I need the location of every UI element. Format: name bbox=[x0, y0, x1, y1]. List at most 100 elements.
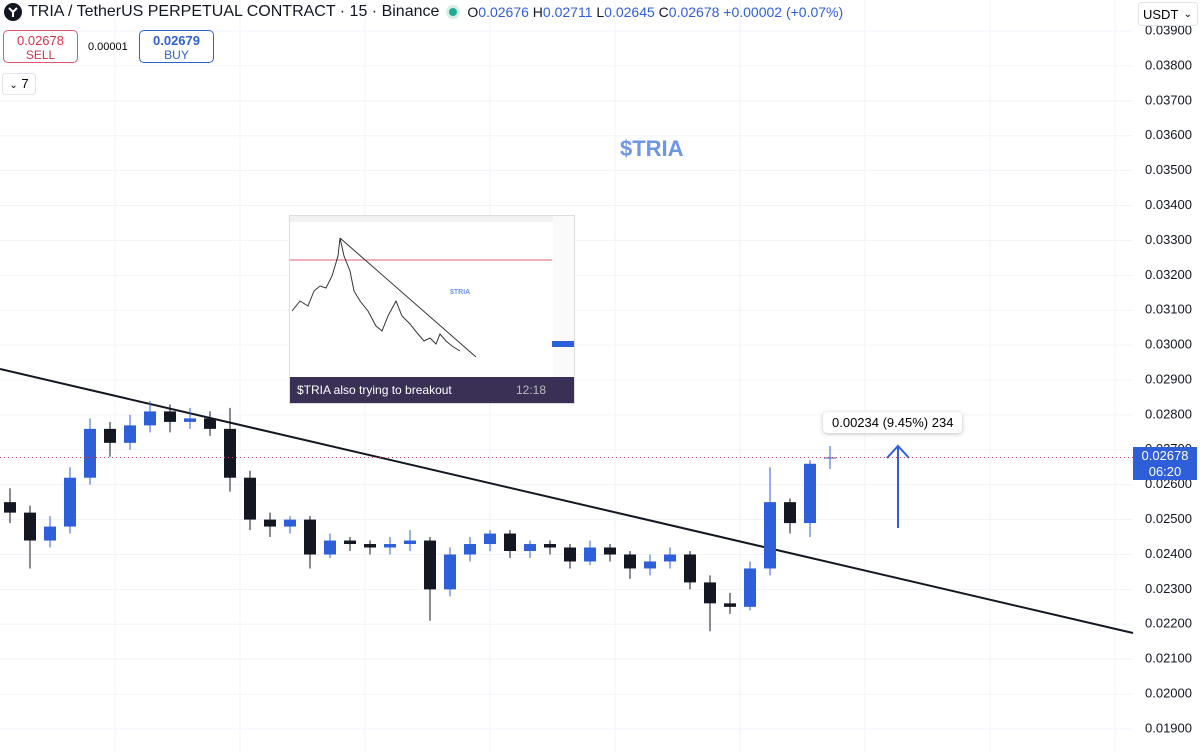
candle-body bbox=[324, 540, 336, 555]
candle-body bbox=[604, 547, 616, 555]
candle-body bbox=[104, 428, 116, 443]
o-value: 0.02676 bbox=[478, 4, 529, 20]
candle-body bbox=[64, 477, 76, 527]
y-tick-label: 0.03100 bbox=[1145, 302, 1192, 317]
y-tick-label: 0.03700 bbox=[1145, 92, 1192, 107]
candle-body bbox=[424, 540, 436, 590]
candle-body bbox=[184, 418, 196, 422]
last-price: 0.02678 bbox=[1141, 448, 1189, 463]
candle-body bbox=[684, 554, 696, 583]
symbol: TRIA / TetherUS PERPETUAL CONTRACT · 15 … bbox=[28, 3, 440, 20]
logo bbox=[4, 3, 22, 21]
y-tick-label: 0.03900 bbox=[1145, 22, 1192, 37]
sell-button[interactable]: 0.02678 SELL bbox=[3, 30, 78, 63]
y-tick-label: 0.02800 bbox=[1145, 406, 1192, 421]
measure-label: 0.00234 (9.45%) 234 bbox=[823, 412, 963, 433]
candle-body bbox=[244, 477, 256, 520]
y-tick-label: 0.03400 bbox=[1145, 197, 1192, 212]
y-tick-label: 0.03600 bbox=[1145, 127, 1192, 142]
price-label: 0.02678 06:20 bbox=[1133, 447, 1197, 480]
buy-price: 0.02679 bbox=[153, 33, 200, 48]
currency-select[interactable]: USDT ⌄ bbox=[1138, 2, 1198, 26]
candle-body bbox=[724, 603, 736, 607]
candle-body bbox=[744, 568, 756, 607]
y-tick-label: 0.03000 bbox=[1145, 337, 1192, 352]
candle-body bbox=[784, 502, 796, 524]
countdown: 06:20 bbox=[1148, 464, 1182, 479]
y-tick-label: 0.02500 bbox=[1145, 511, 1192, 526]
candle-body bbox=[24, 512, 36, 541]
measure-arrowhead bbox=[886, 444, 910, 459]
y-tick-label: 0.02100 bbox=[1145, 651, 1192, 666]
y-tick-label: 0.03500 bbox=[1145, 162, 1192, 177]
c-label: C bbox=[658, 4, 669, 20]
h-value: 0.02711 bbox=[542, 4, 593, 20]
status-dot bbox=[446, 5, 461, 19]
trendline bbox=[0, 368, 1134, 634]
indicators-toggle[interactable]: ⌄ 7 bbox=[2, 73, 36, 95]
y-tick-label: 0.03200 bbox=[1145, 267, 1192, 282]
buy-button[interactable]: 0.02679 BUY bbox=[139, 30, 214, 63]
inset-time: 12:18 bbox=[515, 383, 546, 397]
candle-body bbox=[444, 554, 456, 590]
candle-body bbox=[564, 547, 576, 562]
currency: USDT bbox=[1143, 7, 1179, 22]
spread: 0.00001 bbox=[88, 41, 128, 53]
candle-body bbox=[824, 457, 836, 459]
y-tick-label: 0.03300 bbox=[1145, 232, 1192, 247]
candle-body bbox=[644, 561, 656, 569]
candle-body bbox=[624, 554, 636, 569]
candle-body bbox=[264, 519, 276, 527]
candle-body bbox=[384, 544, 396, 548]
y-tick-label: 0.02000 bbox=[1145, 686, 1192, 701]
h-label: H bbox=[532, 4, 543, 20]
candle-body bbox=[464, 544, 476, 555]
candle-body bbox=[584, 547, 596, 562]
change: +0.00002 (+0.07%) bbox=[723, 4, 844, 20]
candle-body bbox=[484, 533, 496, 545]
candle-body bbox=[284, 519, 296, 527]
buy-label: BUY bbox=[164, 48, 189, 62]
header: TRIA / TetherUS PERPETUAL CONTRACT · 15 … bbox=[4, 3, 843, 21]
indicator-count: 7 bbox=[21, 76, 29, 91]
o-label: O bbox=[467, 4, 479, 20]
c-value: 0.02678 bbox=[668, 4, 720, 20]
candle-body bbox=[304, 519, 316, 555]
candle-body bbox=[224, 428, 236, 478]
inset-caption: $TRIA also trying to breakout bbox=[297, 383, 452, 397]
sell-label: SELL bbox=[25, 48, 56, 62]
candle-body bbox=[124, 425, 136, 443]
candle-body bbox=[4, 502, 16, 513]
candle-body bbox=[364, 544, 376, 548]
candle-body bbox=[44, 526, 56, 541]
candle-body bbox=[704, 582, 716, 604]
y-tick-label: 0.02400 bbox=[1145, 546, 1192, 561]
inset-chart bbox=[290, 216, 574, 379]
candle-body bbox=[404, 540, 416, 545]
candle-body bbox=[344, 540, 356, 545]
y-tick-label: 0.01900 bbox=[1145, 720, 1192, 735]
y-tick-label: 0.02300 bbox=[1145, 581, 1192, 596]
candle-body bbox=[764, 502, 776, 569]
sell-price: 0.02678 bbox=[17, 33, 64, 48]
candle-body bbox=[84, 428, 96, 478]
candle-body bbox=[664, 554, 676, 562]
ohlc: O0.02676 H0.02711 L0.02645 C0.02678 +0.0… bbox=[467, 4, 843, 20]
y-tick-label: 0.02200 bbox=[1145, 616, 1192, 631]
l-label: L bbox=[596, 4, 605, 20]
candle-body bbox=[804, 463, 816, 524]
y-tick-label: 0.03800 bbox=[1145, 57, 1192, 72]
chart-annotation: $TRIA bbox=[620, 136, 684, 161]
candle-body bbox=[164, 411, 176, 422]
candle-body bbox=[524, 544, 536, 552]
inset-title: $TRIA bbox=[450, 289, 471, 296]
candle-body bbox=[544, 544, 556, 548]
l-value: 0.02645 bbox=[604, 4, 655, 20]
inset-caption-bar: $TRIA also trying to breakout 12:18 bbox=[290, 377, 574, 403]
candle-body bbox=[504, 533, 516, 552]
candle-body bbox=[144, 411, 156, 426]
inset-image: $TRIA $TRIA also trying to breakout 12:1… bbox=[289, 215, 575, 404]
y-tick-label: 0.02900 bbox=[1145, 371, 1192, 386]
